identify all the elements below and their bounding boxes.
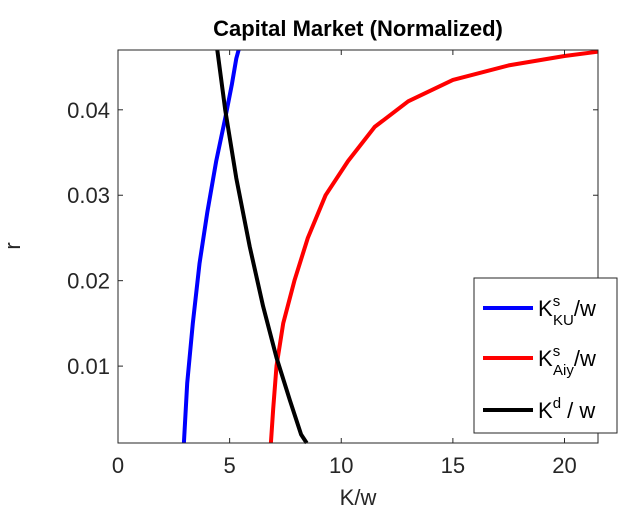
legend-label-1: Ks KU/w bbox=[538, 293, 596, 329]
x-tick-label: 20 bbox=[552, 453, 576, 478]
y-axis: 0.01 0.02 0.03 0.04 bbox=[67, 98, 598, 379]
legend-label-3: Kd / w bbox=[538, 395, 595, 423]
plot-frame bbox=[117, 49, 599, 444]
chart-title: Capital Market (Normalized) bbox=[213, 16, 503, 41]
series-line-1 bbox=[181, 49, 241, 444]
x-tick-label: 10 bbox=[329, 453, 353, 478]
series-line-3 bbox=[215, 49, 309, 445]
y-axis-label: r bbox=[0, 242, 25, 249]
series-layer bbox=[181, 49, 599, 445]
x-tick-label: 0 bbox=[112, 453, 124, 478]
y-tick-label: 0.01 bbox=[67, 354, 110, 379]
x-axis-label: K/w bbox=[340, 485, 377, 510]
x-axis: 0 5 10 15 20 bbox=[112, 50, 577, 478]
x-tick-label: 15 bbox=[441, 453, 465, 478]
legend: Ks KU/w Ks Aiy/w Kd / w bbox=[473, 277, 618, 434]
x-tick-label: 5 bbox=[224, 453, 236, 478]
legend-box bbox=[473, 277, 618, 434]
y-tick-label: 0.03 bbox=[67, 183, 110, 208]
y-tick-label: 0.02 bbox=[67, 269, 110, 294]
legend-label-2: Ks Aiy/w bbox=[538, 343, 596, 379]
y-tick-label: 0.04 bbox=[67, 98, 110, 123]
plot-area bbox=[117, 49, 599, 445]
